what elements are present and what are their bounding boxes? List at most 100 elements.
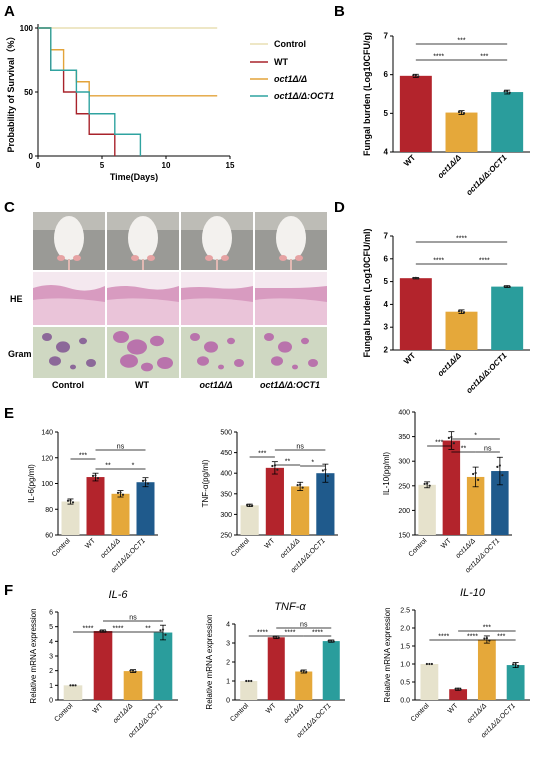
gram-section-2 xyxy=(181,327,253,378)
data-point xyxy=(457,687,460,690)
gram-stain-blob xyxy=(56,341,70,353)
data-point xyxy=(101,629,105,632)
data-point xyxy=(66,499,70,502)
x-tick-label: oct1Δ/Δ xyxy=(436,351,464,379)
data-point xyxy=(327,639,330,642)
he-dermis xyxy=(255,298,327,325)
data-point xyxy=(271,464,274,468)
gram-stain-blob xyxy=(49,356,61,366)
gram-stain-blob xyxy=(127,339,147,355)
y-tick-label: 3 xyxy=(384,323,389,332)
data-point xyxy=(273,464,276,467)
he-section-0 xyxy=(33,272,105,325)
significance-label: ns xyxy=(296,444,304,451)
data-point xyxy=(508,285,511,288)
data-point xyxy=(428,484,431,487)
mouse-foot xyxy=(57,255,65,261)
x-tick-label: WT xyxy=(402,153,417,168)
y-tick-label: 2 xyxy=(384,346,389,355)
bar-2 xyxy=(291,486,310,535)
col-label-oct1-oct1: oct1Δ/Δ:OCT1 xyxy=(260,380,320,390)
he-section-3 xyxy=(255,272,327,325)
data-point xyxy=(134,670,137,673)
significance-label: ns xyxy=(484,446,492,453)
gram-stain-blob xyxy=(120,354,138,368)
data-point xyxy=(99,629,102,632)
y-tick-label: 2.5 xyxy=(400,608,410,615)
y-tick-label: 5 xyxy=(384,109,389,118)
y-tick-label: 7 xyxy=(384,232,389,241)
bar-0 xyxy=(399,75,432,152)
data-point xyxy=(514,662,517,666)
data-point xyxy=(296,484,299,487)
bar-3 xyxy=(153,632,173,700)
he-section-1 xyxy=(107,272,179,325)
data-point xyxy=(457,310,461,313)
mouse-body xyxy=(202,216,232,260)
survival-legend: Control WT oct1Δ/Δ oct1Δ/Δ:OCT1 xyxy=(250,39,334,101)
data-point xyxy=(300,669,303,673)
mouse-foot xyxy=(279,255,287,261)
y-tick-label: 450 xyxy=(220,450,232,457)
y-tick-label: 4 xyxy=(384,148,389,157)
data-point xyxy=(326,474,329,478)
panel-letter-d: D xyxy=(334,199,345,216)
he-dermis xyxy=(107,298,179,325)
bar-0 xyxy=(61,501,80,535)
survival-line xyxy=(38,27,218,97)
x-tick-label: oct1Δ/Δ xyxy=(283,702,306,725)
significance-label: **** xyxy=(467,634,478,641)
significance-label: *** xyxy=(457,38,465,45)
data-point xyxy=(69,684,72,687)
gram-stain-blob xyxy=(79,337,87,345)
significance-label: ** xyxy=(285,459,291,466)
gram-stain-blob xyxy=(190,333,200,341)
significance-label: **** xyxy=(438,634,449,641)
x-tick-label: Control xyxy=(53,702,74,723)
gram-stain-blob xyxy=(70,364,76,370)
significance-label: **** xyxy=(433,54,444,61)
gram-stain-blob xyxy=(141,362,153,372)
gram-stain-blob xyxy=(42,333,52,341)
y-tick-label: 6 xyxy=(384,254,389,263)
bar-1 xyxy=(86,477,105,535)
y-tick-label: 2.0 xyxy=(400,626,410,633)
data-point xyxy=(501,474,504,477)
y-tick-label: 7 xyxy=(384,32,389,41)
gram-stain-blob xyxy=(150,335,164,347)
mouse-foot xyxy=(295,255,303,261)
data-point xyxy=(71,684,75,687)
x-tick-label: oct1Δ/Δ xyxy=(279,537,302,560)
y-tick-label: 500 xyxy=(220,430,232,437)
mouse-foot xyxy=(221,255,229,261)
data-point xyxy=(276,468,279,471)
gram-stain-blob xyxy=(157,357,173,369)
data-point xyxy=(474,471,477,475)
y-axis-label: Probability of Survival（%） xyxy=(6,31,16,152)
y-tick-label: 0.0 xyxy=(400,698,410,705)
y-tick-label: 1 xyxy=(226,679,230,686)
mouse-foot xyxy=(205,255,213,261)
x-tick-label: Control xyxy=(229,702,250,723)
bar-0 xyxy=(418,484,436,535)
y-tick-label: 350 xyxy=(220,491,232,498)
y-tick-label: 400 xyxy=(398,410,410,417)
gram-stain-blob xyxy=(271,356,283,366)
data-point xyxy=(251,504,254,507)
data-point xyxy=(272,635,275,639)
data-point xyxy=(246,503,249,507)
panel-letter-b: B xyxy=(334,3,345,20)
data-point xyxy=(423,482,426,486)
significance-label: *** xyxy=(435,440,443,447)
y-tick-label: 0.5 xyxy=(400,680,410,687)
data-point xyxy=(506,285,509,288)
y-tick-label: 250 xyxy=(398,483,410,490)
data-point xyxy=(129,669,132,672)
data-point xyxy=(247,679,250,683)
data-point xyxy=(503,90,506,93)
gram-stain-blob xyxy=(278,341,292,353)
data-point xyxy=(452,442,455,445)
bar-2 xyxy=(491,92,524,152)
data-point xyxy=(96,477,100,480)
data-point xyxy=(426,482,429,485)
